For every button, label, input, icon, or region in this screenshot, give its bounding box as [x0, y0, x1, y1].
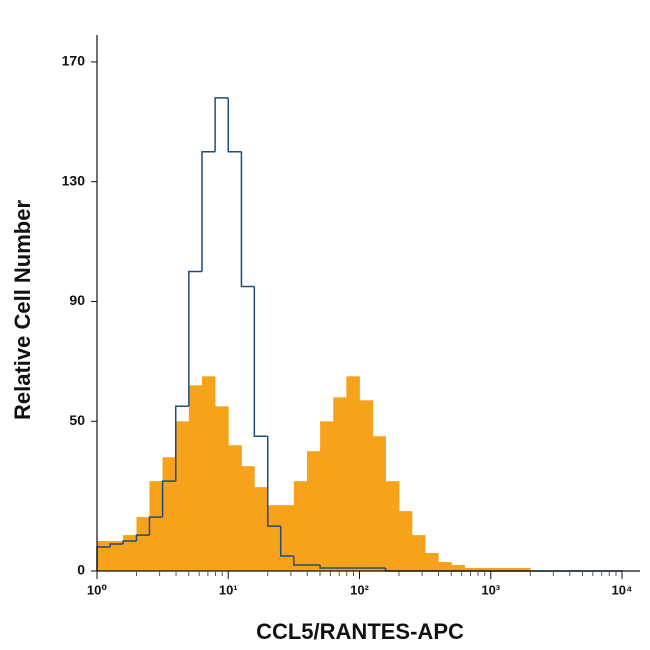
histogram-bar	[280, 505, 295, 571]
histogram-outline	[214, 97, 229, 152]
histogram-outline	[135, 534, 150, 542]
x-tick-label: 10⁴	[612, 582, 633, 597]
histogram-bar	[464, 568, 479, 571]
histogram-bar	[175, 421, 190, 571]
histogram-bar	[188, 385, 203, 571]
x-tick-label: 10¹	[219, 582, 238, 597]
histogram-outline	[253, 286, 268, 437]
histogram-bar	[477, 568, 492, 571]
x-tick-label: 10³	[481, 582, 500, 597]
histogram-outline	[227, 97, 242, 153]
histogram-outline	[319, 565, 334, 569]
histogram-bar	[293, 481, 308, 571]
histogram-bar	[110, 541, 124, 571]
histogram-bar	[503, 568, 518, 571]
histogram-outline	[109, 543, 124, 548]
histogram-bar	[306, 451, 321, 571]
histogram-bar	[385, 481, 400, 571]
histogram-bar	[241, 466, 255, 571]
y-tick-label: 170	[62, 53, 86, 69]
histogram-bar	[517, 568, 531, 571]
histogram-bar	[333, 397, 347, 571]
histogram-bar	[411, 535, 426, 571]
x-axis-title: CCL5/RANTES-APC	[256, 619, 464, 644]
histogram-bar	[438, 562, 452, 571]
histogram-bar	[372, 436, 386, 571]
histogram-bar	[149, 481, 163, 571]
histogram-bar	[254, 487, 269, 571]
histogram-bar	[320, 421, 334, 571]
y-tick-label: 130	[62, 172, 86, 188]
histogram-bar	[97, 541, 111, 571]
histogram-bar	[215, 406, 229, 571]
x-tick-label: 10⁰	[87, 582, 107, 597]
y-tick-label: 0	[77, 562, 85, 578]
histogram-outline	[201, 151, 216, 272]
histogram-bar	[399, 511, 413, 571]
histogram-bar	[425, 553, 439, 571]
histogram-outline	[174, 405, 189, 482]
histogram-bar	[359, 400, 374, 571]
histogram-bar	[490, 568, 505, 571]
x-tick-label: 10²	[350, 582, 369, 597]
histogram-outline	[122, 540, 137, 545]
histogram-bar	[136, 517, 150, 571]
histogram-outline	[267, 436, 281, 527]
histogram-outline	[188, 270, 203, 407]
histogram-outline	[293, 556, 307, 566]
histogram-bar	[228, 445, 242, 571]
y-tick-label: 90	[69, 292, 85, 308]
histogram-bar	[267, 505, 282, 571]
histogram-bar	[451, 565, 465, 571]
histogram-bar	[162, 457, 177, 571]
y-tick-label: 50	[69, 412, 85, 428]
histogram-bar	[346, 376, 360, 571]
y-axis-title: Relative Cell Number	[10, 200, 35, 421]
histogram-outline	[240, 151, 255, 288]
histogram-outline	[279, 526, 294, 557]
histogram-bar	[123, 535, 137, 571]
histogram-outline	[161, 480, 176, 518]
histogram-outline	[148, 516, 163, 536]
histogram-bar	[202, 376, 216, 571]
